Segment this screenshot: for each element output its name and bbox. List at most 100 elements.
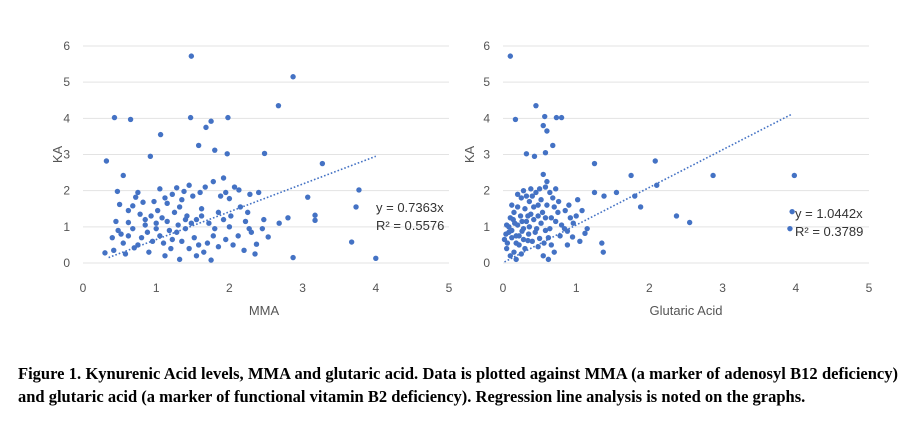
data-point bbox=[536, 235, 543, 242]
data-point bbox=[600, 249, 606, 255]
data-point bbox=[542, 149, 549, 156]
data-point bbox=[202, 184, 208, 190]
data-point bbox=[212, 225, 218, 232]
data-point bbox=[109, 234, 115, 241]
data-point bbox=[157, 131, 164, 138]
data-point bbox=[356, 187, 362, 193]
data-point bbox=[591, 189, 598, 196]
data-point bbox=[242, 218, 249, 225]
data-point bbox=[542, 113, 548, 120]
data-point bbox=[526, 198, 533, 205]
data-point bbox=[523, 151, 530, 157]
data-point bbox=[535, 213, 541, 219]
y-tick-label: 1 bbox=[63, 220, 70, 234]
data-point bbox=[533, 225, 540, 232]
data-point bbox=[601, 193, 607, 199]
data-point bbox=[548, 215, 555, 221]
data-point bbox=[529, 238, 535, 244]
data-point bbox=[551, 204, 557, 210]
data-point bbox=[531, 153, 538, 160]
data-point bbox=[509, 234, 515, 241]
data-point bbox=[544, 128, 550, 134]
data-point bbox=[231, 184, 238, 190]
x-tick-label: 5 bbox=[446, 281, 453, 295]
data-point bbox=[512, 116, 519, 123]
data-point bbox=[570, 220, 576, 226]
data-point bbox=[547, 189, 553, 196]
data-point bbox=[197, 189, 203, 196]
x-tick-label: 5 bbox=[866, 281, 873, 295]
data-point bbox=[225, 114, 231, 121]
data-point bbox=[157, 233, 163, 239]
x-tick-label: 1 bbox=[153, 281, 160, 295]
data-point bbox=[536, 186, 543, 192]
data-point bbox=[226, 195, 233, 202]
data-point bbox=[525, 231, 532, 237]
trendline-r-squared: R² = 0.3789 bbox=[795, 224, 863, 239]
x-tick-label: 2 bbox=[226, 281, 233, 295]
data-point bbox=[111, 114, 118, 121]
data-point bbox=[204, 240, 211, 246]
data-point bbox=[175, 222, 181, 228]
data-point bbox=[553, 114, 560, 121]
y-tick-label: 3 bbox=[483, 148, 490, 162]
data-point bbox=[511, 249, 517, 255]
data-point bbox=[201, 249, 207, 255]
data-point bbox=[151, 198, 157, 205]
y-axis-label: KA bbox=[462, 146, 477, 164]
data-point bbox=[673, 213, 680, 219]
data-point bbox=[520, 236, 527, 243]
data-point bbox=[506, 224, 512, 230]
data-point bbox=[538, 220, 544, 226]
data-point bbox=[125, 207, 132, 214]
data-point bbox=[562, 207, 568, 214]
x-tick-label: 0 bbox=[80, 281, 87, 295]
data-point bbox=[114, 188, 121, 195]
data-point bbox=[135, 189, 141, 196]
data-point bbox=[255, 189, 262, 196]
data-point bbox=[186, 182, 192, 188]
data-point bbox=[557, 233, 563, 239]
data-point bbox=[138, 234, 145, 241]
data-point bbox=[540, 122, 546, 129]
data-point bbox=[547, 225, 553, 232]
data-point bbox=[226, 224, 233, 230]
data-point bbox=[215, 244, 222, 250]
x-tick-label: 3 bbox=[299, 281, 306, 295]
data-point bbox=[182, 216, 189, 223]
data-point bbox=[519, 228, 525, 234]
data-point bbox=[137, 211, 143, 217]
data-point bbox=[531, 204, 537, 210]
data-point bbox=[125, 219, 132, 226]
y-tick-label: 4 bbox=[483, 111, 490, 125]
data-point bbox=[501, 236, 508, 243]
data-point bbox=[373, 255, 379, 261]
data-point bbox=[215, 209, 222, 216]
data-point bbox=[252, 251, 258, 257]
data-point bbox=[511, 209, 517, 216]
data-point bbox=[514, 204, 521, 210]
data-point bbox=[564, 242, 571, 248]
data-point bbox=[305, 194, 311, 200]
data-point bbox=[513, 256, 519, 263]
data-point bbox=[533, 102, 539, 109]
data-point bbox=[160, 240, 167, 246]
figure-caption: Figure 1. Kynurenic Acid levels, MMA and… bbox=[18, 364, 898, 406]
data-point bbox=[582, 230, 588, 237]
data-point bbox=[613, 189, 620, 196]
data-point bbox=[791, 172, 798, 179]
data-point bbox=[140, 199, 146, 205]
data-point bbox=[319, 160, 326, 167]
data-point bbox=[236, 187, 242, 193]
data-point bbox=[142, 222, 148, 228]
data-point bbox=[574, 197, 581, 203]
data-point bbox=[566, 202, 572, 208]
data-point bbox=[164, 200, 170, 207]
data-point bbox=[535, 202, 541, 208]
data-point bbox=[265, 234, 271, 240]
scatter-chart-2: 0 1 2 3 4 5 6 0 1 2 3 4 5 Glutaric Acid KA y = 1.0442x R… bbox=[462, 39, 873, 318]
x-tick-label: 4 bbox=[792, 281, 799, 295]
data-point bbox=[259, 225, 266, 232]
data-point bbox=[507, 253, 514, 259]
